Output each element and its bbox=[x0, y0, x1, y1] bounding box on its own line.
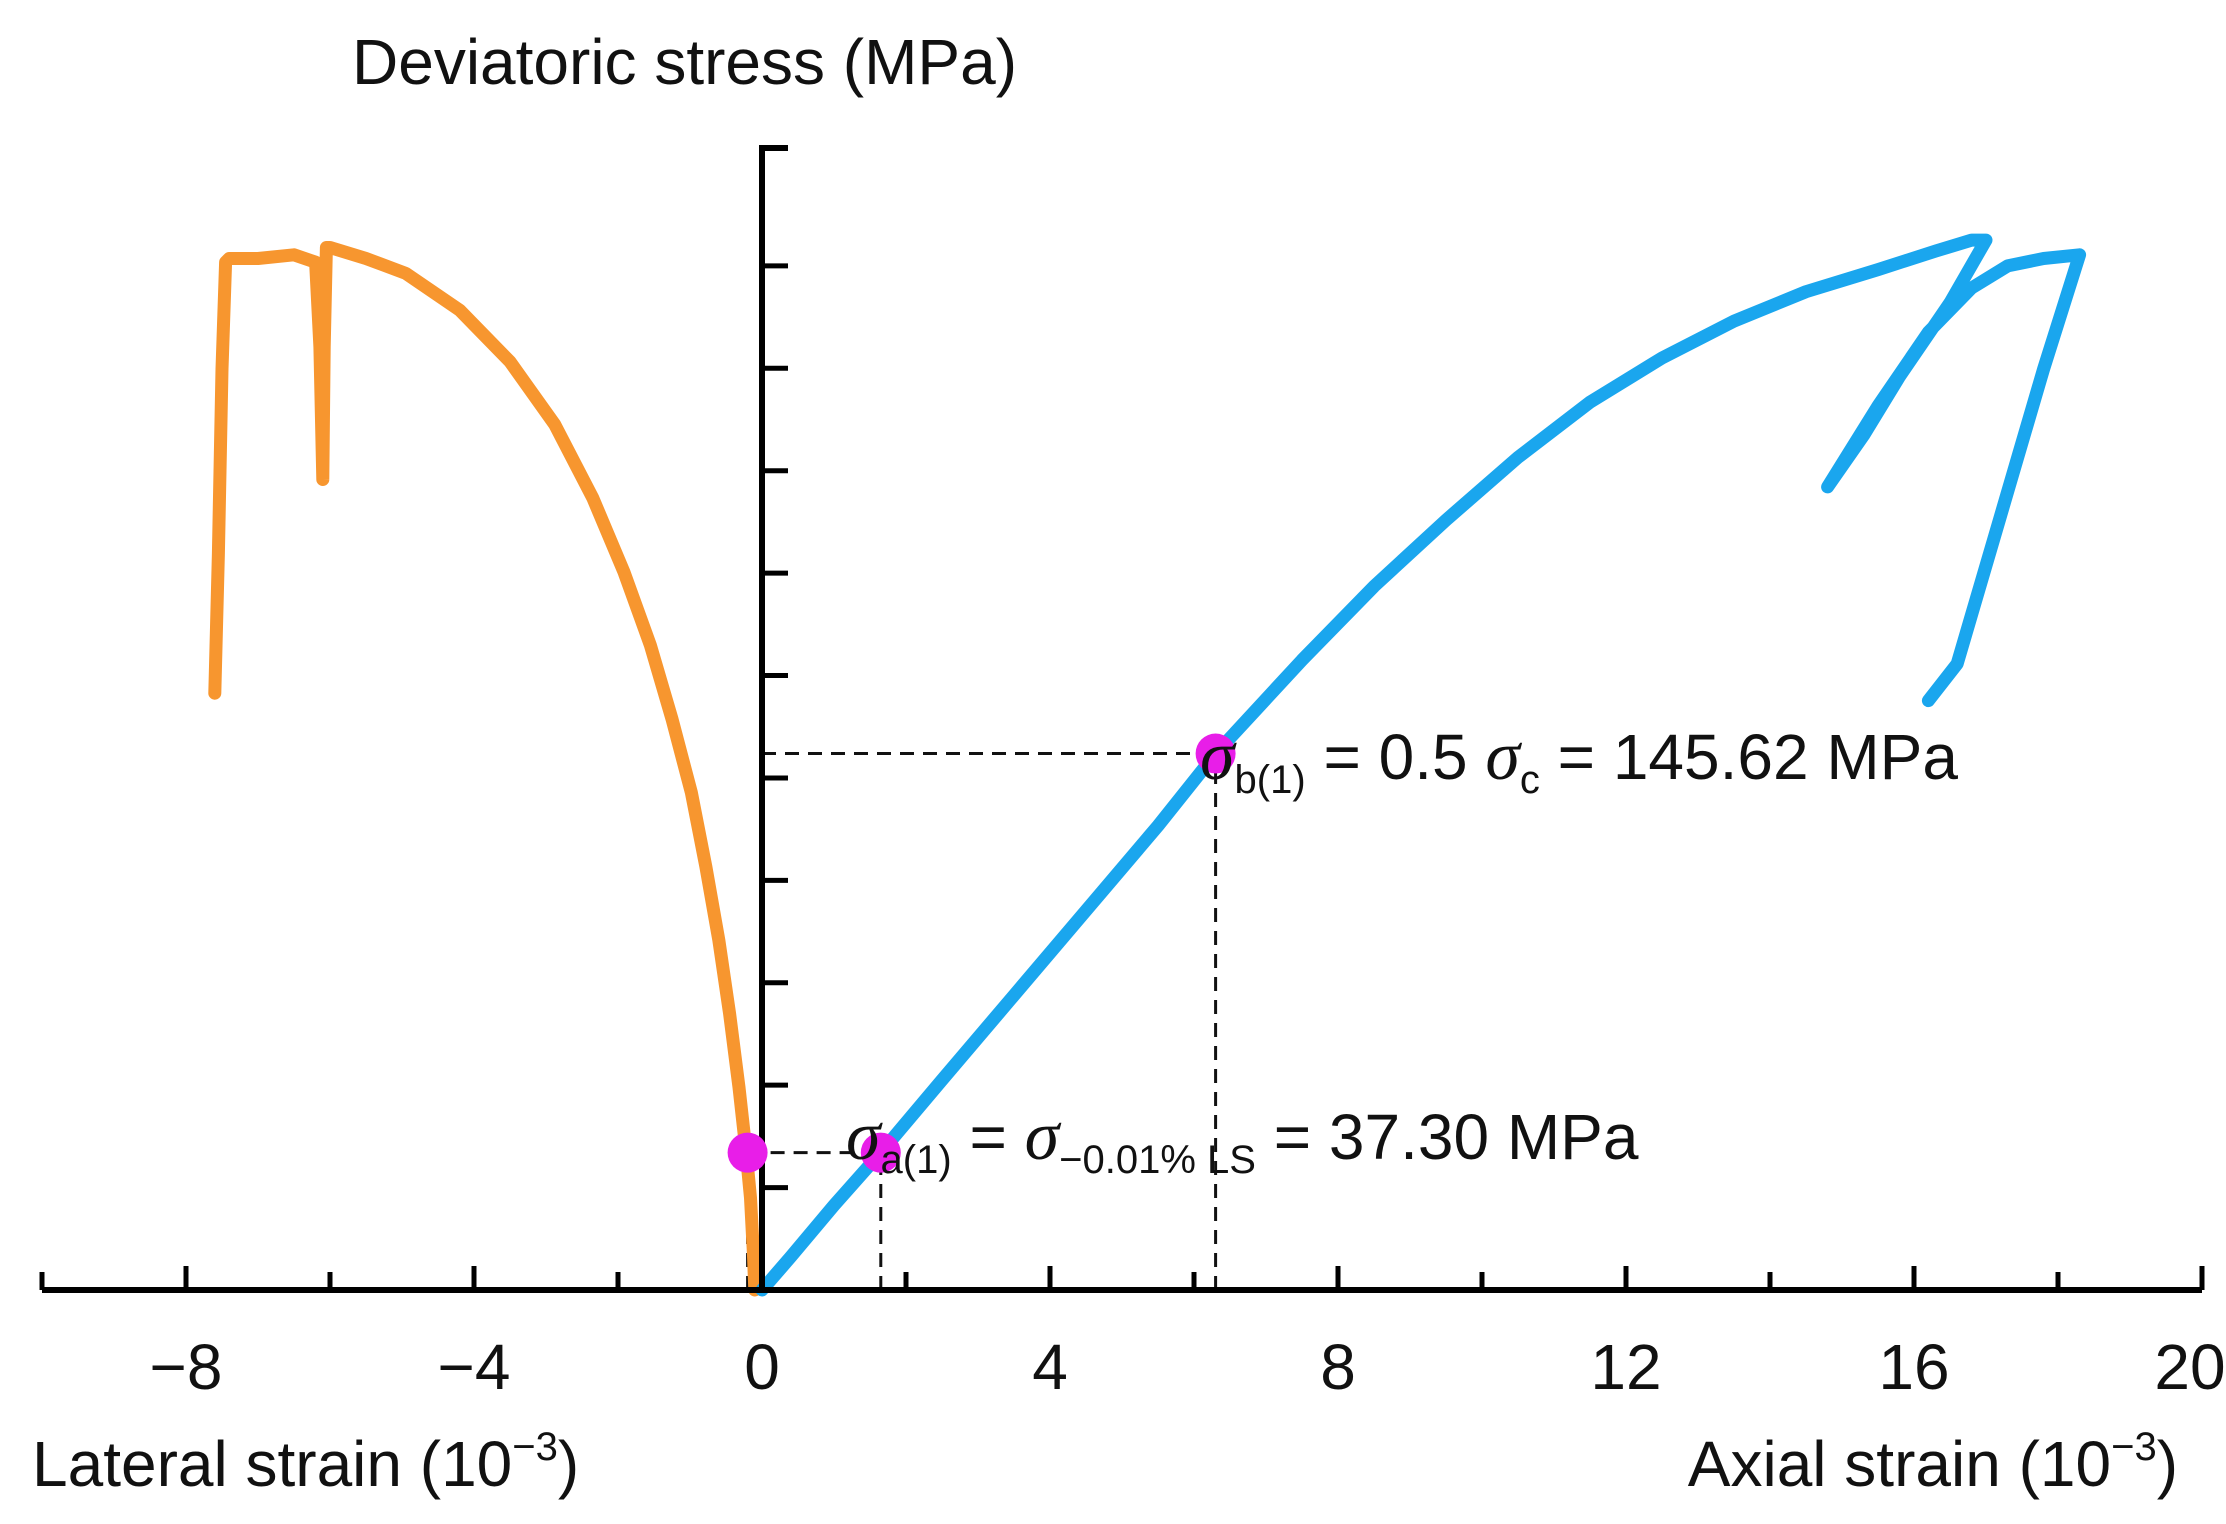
annotation-sigma-b: σb(1) = 0.5 σc = 145.62 MPa bbox=[1200, 718, 1958, 802]
x-axis-label-left-exp: −3 bbox=[512, 1425, 558, 1469]
series-layer bbox=[208, 233, 2087, 1297]
point-sigma-a-lateral bbox=[727, 1132, 768, 1173]
x-tick-label: −4 bbox=[437, 1331, 511, 1403]
series-line-lateral-strain bbox=[208, 241, 762, 1297]
points-layer bbox=[727, 733, 1236, 1173]
x-axis-label-right-exp: −3 bbox=[2111, 1425, 2157, 1469]
axes bbox=[39, 145, 2205, 1293]
x-tick-label: 20 bbox=[2154, 1331, 2226, 1403]
x-tick-label: −8 bbox=[149, 1331, 223, 1403]
x-tick-label: 16 bbox=[1878, 1331, 1950, 1403]
x-tick-label: 8 bbox=[1320, 1331, 1356, 1403]
x-tick-label: 4 bbox=[1032, 1331, 1068, 1403]
annotation-sigma-a: σa(1) = σ−0.01% LS = 37.30 MPa bbox=[846, 1098, 1639, 1182]
point-sigma-b-axial bbox=[1195, 733, 1236, 774]
y-axis-label: Deviatoric stress (MPa) bbox=[352, 26, 1017, 98]
x-tick-label: 12 bbox=[1590, 1331, 1662, 1403]
x-axis-label-left: Lateral strain (10−3) bbox=[32, 1425, 580, 1500]
reference-lines bbox=[746, 752, 1218, 1290]
series-line-axial-strain bbox=[755, 233, 2087, 1297]
x-tick-label: 0 bbox=[744, 1331, 780, 1403]
x-axis-label-right: Axial strain (10−3) bbox=[1687, 1425, 2178, 1500]
point-sigma-a-axial bbox=[860, 1132, 901, 1173]
